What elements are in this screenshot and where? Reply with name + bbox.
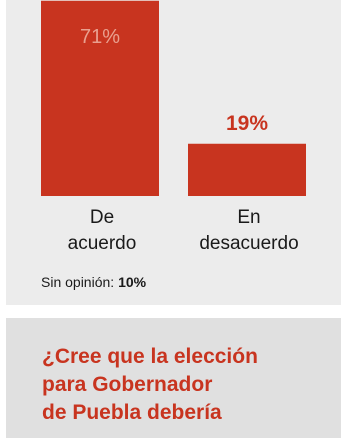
question-text: ¿Cree que la elección para Gobernador de… <box>42 345 258 424</box>
bar-chart: 71% 19% <box>41 0 306 196</box>
value-label-de-acuerdo: 71% <box>80 26 120 48</box>
no-opinion-note: Sin opinión: 10% <box>41 274 146 290</box>
category-label-en-desacuerdo: En desacuerdo <box>199 207 299 254</box>
category-label-de-acuerdo: De acuerdo <box>67 207 137 254</box>
no-opinion-label: Sin opinión: <box>41 274 115 290</box>
bar-de-acuerdo <box>41 0 159 196</box>
no-opinion-value: 10% <box>118 274 147 290</box>
question-panel <box>6 318 341 438</box>
bar-en-desacuerdo <box>188 143 306 196</box>
value-label-en-desacuerdo: 19% <box>226 112 268 135</box>
chart-panel: 71% 19% <box>6 0 341 305</box>
